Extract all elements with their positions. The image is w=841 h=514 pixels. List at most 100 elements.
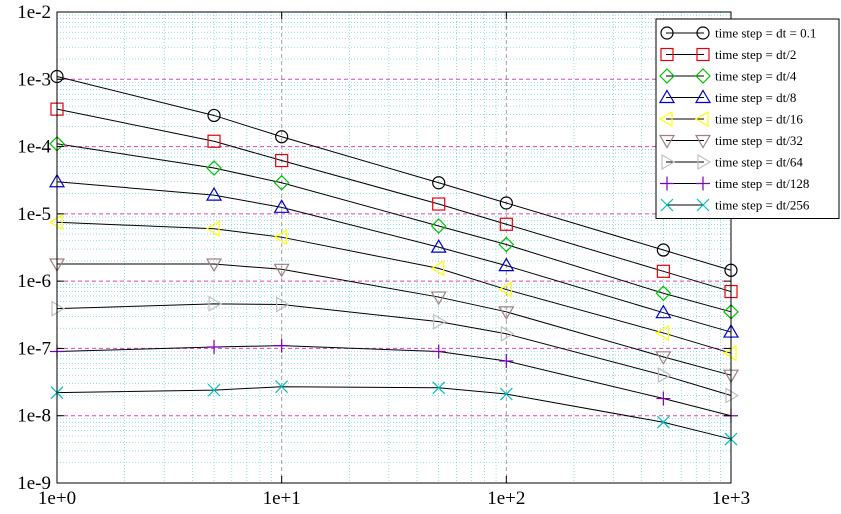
legend-label: time step = dt/64	[715, 155, 803, 170]
legend-marker	[658, 110, 673, 128]
data-point	[656, 415, 670, 429]
data-point	[432, 176, 446, 190]
data-point	[498, 281, 512, 298]
legend-marker	[694, 110, 709, 128]
data-point	[275, 130, 289, 144]
series-markers-layer	[48, 69, 740, 446]
legend-marker	[694, 89, 712, 104]
data-point	[655, 324, 669, 341]
data-point	[499, 354, 514, 369]
data-point	[498, 236, 515, 253]
series-line	[56, 143, 732, 313]
data-point	[208, 295, 223, 312]
data-point	[656, 243, 670, 257]
y-tick-label: 1e-4	[17, 137, 51, 158]
data-point	[276, 296, 290, 313]
legend-marker	[696, 47, 710, 62]
y-tick-label: 1e-6	[17, 271, 51, 292]
axis-ticks-layer: 1e+0 1e+1 1e+2 1e+3 1e-2 1e-3 1e-4 1e-5 1e-6 1e-7…	[17, 2, 750, 509]
data-point	[207, 108, 221, 123]
data-point	[273, 229, 288, 246]
series-line	[56, 303, 732, 396]
y-tick-label: 1e-8	[17, 406, 51, 427]
series-line	[56, 108, 732, 293]
series-line	[56, 345, 732, 417]
legend-marker	[696, 176, 710, 191]
data-point	[275, 380, 289, 394]
series-line	[57, 263, 732, 376]
data-point	[430, 238, 447, 253]
data-point	[51, 300, 66, 317]
data-point	[275, 153, 289, 168]
data-point	[207, 134, 221, 148]
data-point	[207, 340, 222, 355]
legend-marker	[696, 26, 710, 40]
data-point	[206, 160, 222, 176]
legend-label: time step = dt/2	[715, 47, 796, 62]
legend-marker	[697, 153, 712, 171]
data-point	[274, 338, 289, 353]
x-tick-label: 1e+2	[487, 488, 525, 509]
y-tick-label: 1e-5	[17, 204, 51, 225]
series-line	[56, 181, 732, 333]
data-point	[430, 291, 447, 306]
legend-marker	[694, 134, 712, 149]
data-point	[656, 264, 670, 278]
data-point	[722, 345, 737, 362]
data-point	[273, 174, 290, 191]
y-tick-label: 1e-7	[17, 338, 51, 359]
data-point	[205, 186, 223, 201]
data-point	[655, 304, 672, 319]
data-point	[207, 383, 221, 397]
legend-label: time step = dt/8	[715, 90, 796, 105]
data-point	[48, 214, 63, 231]
data-point	[205, 220, 220, 237]
data-point	[430, 260, 445, 277]
legend-marker	[661, 153, 676, 171]
x-tick-label: 1e+3	[712, 488, 750, 509]
legend-marker	[658, 134, 676, 149]
x-tick-label: 1e+1	[263, 488, 301, 509]
data-point	[655, 351, 672, 366]
y-tick-label: 1e-9	[17, 473, 51, 494]
series-line	[56, 221, 732, 354]
plot-frame	[56, 11, 732, 484]
data-point	[500, 325, 515, 342]
legend-label: time step = dt/4	[715, 69, 797, 84]
data-point	[433, 313, 447, 330]
legend-label: time step = dt/256	[715, 198, 810, 213]
data-point	[431, 344, 446, 359]
y-tick-label: 1e-2	[17, 2, 51, 23]
legend-marker	[659, 68, 675, 84]
grid-layer	[57, 12, 731, 483]
data-point	[498, 306, 515, 321]
legend-marker	[695, 68, 711, 84]
data-point	[498, 257, 515, 272]
data-point	[432, 197, 446, 211]
legend-marker	[660, 176, 674, 191]
data-point	[655, 285, 672, 302]
series-lines-layer	[56, 76, 732, 440]
legend-marker	[696, 198, 710, 212]
data-point	[430, 218, 447, 234]
y-tick-label: 1e-3	[17, 69, 51, 90]
legend-label: time step = dt/32	[715, 133, 803, 148]
data-point	[499, 196, 513, 210]
legend-label: time step = dt/16	[715, 112, 803, 127]
data-point	[273, 263, 290, 278]
data-point	[499, 387, 513, 401]
legend: time step = dt = 0.1 time step = dt/2 time…	[655, 18, 840, 219]
data-point	[656, 391, 671, 406]
data-point	[432, 381, 446, 395]
legend-marker	[660, 26, 674, 40]
legend-marker	[660, 47, 674, 62]
legend-marker	[658, 89, 676, 104]
legend-label: time step = dt/128	[715, 176, 809, 191]
data-point	[657, 367, 672, 384]
x-tick-label: 1e+0	[38, 488, 76, 509]
legend-marker	[660, 198, 674, 212]
data-point	[273, 199, 290, 213]
data-point	[499, 217, 513, 231]
